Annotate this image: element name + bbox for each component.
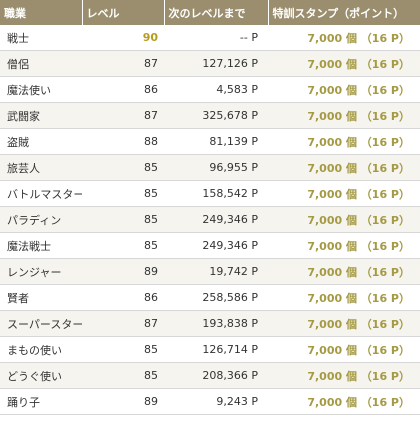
job-name-cell: どうぐ使い — [0, 362, 82, 389]
next-level-cell: 249,346 P — [164, 206, 268, 233]
next-level-cell: 81,139 P — [164, 128, 268, 155]
training-stamp-cell: 7,000 個 （16 P） — [268, 258, 420, 285]
table-row: 魔法戦士 85 249,346 P 7,000 個 （16 P） — [0, 232, 420, 259]
next-level-cell: 127,126 P — [164, 50, 268, 77]
table-row: レンジャー 89 19,742 P 7,000 個 （16 P） — [0, 258, 420, 285]
job-name-cell: バトルマスター — [0, 180, 82, 207]
next-level-cell: 258,586 P — [164, 284, 268, 311]
header-training-stamp: 特訓スタンプ（ポイント） — [268, 0, 420, 25]
next-level-cell: 126,714 P — [164, 336, 268, 363]
job-name-cell: 武闘家 — [0, 102, 82, 129]
header-level: レベル — [82, 0, 165, 25]
job-name-cell: パラディン — [0, 206, 82, 233]
level-cell: 85 — [82, 180, 164, 207]
level-cell: 85 — [82, 336, 164, 363]
job-name-cell: まもの使い — [0, 336, 82, 363]
job-name-cell: 賢者 — [0, 284, 82, 311]
training-stamp-cell: 7,000 個 （16 P） — [268, 25, 420, 51]
job-name-cell: 戦士 — [0, 25, 82, 51]
level-cell: 85 — [82, 154, 164, 181]
table-row: 魔法使い 86 4,583 P 7,000 個 （16 P） — [0, 76, 420, 103]
table-body: 戦士 90 -- P 7,000 個 （16 P） 僧侶 87 127,126 P 7,000… — [0, 25, 420, 415]
table-row: スーパースター 87 193,838 P 7,000 個 （16 P） — [0, 310, 420, 337]
next-level-cell: 249,346 P — [164, 232, 268, 259]
next-level-cell: -- P — [164, 25, 268, 51]
level-cell: 86 — [82, 76, 164, 103]
table-row: 賢者 86 258,586 P 7,000 個 （16 P） — [0, 284, 420, 311]
level-cell: 87 — [82, 50, 164, 77]
next-level-cell: 4,583 P — [164, 76, 268, 103]
job-name-cell: 魔法戦士 — [0, 232, 82, 259]
training-stamp-cell: 7,000 個 （16 P） — [268, 232, 420, 259]
job-name-cell: 盗賊 — [0, 128, 82, 155]
training-stamp-cell: 7,000 個 （16 P） — [268, 50, 420, 77]
table-row: どうぐ使い 85 208,366 P 7,000 個 （16 P） — [0, 362, 420, 389]
level-cell: 88 — [82, 128, 164, 155]
job-name-cell: 僧侶 — [0, 50, 82, 77]
table-row: 踊り子 89 9,243 P 7,000 個 （16 P） — [0, 388, 420, 415]
header-next-level: 次のレベルまで — [164, 0, 269, 25]
level-cell: 87 — [82, 102, 164, 129]
next-level-cell: 19,742 P — [164, 258, 268, 285]
job-name-cell: レンジャー — [0, 258, 82, 285]
next-level-cell: 9,243 P — [164, 388, 268, 415]
table-row: バトルマスター 85 158,542 P 7,000 個 （16 P） — [0, 180, 420, 207]
training-stamp-cell: 7,000 個 （16 P） — [268, 362, 420, 389]
level-cell: 85 — [82, 232, 164, 259]
table-row: 戦士 90 -- P 7,000 個 （16 P） — [0, 25, 420, 51]
training-stamp-cell: 7,000 個 （16 P） — [268, 128, 420, 155]
header-row: 職業 レベル 次のレベルまで 特訓スタンプ（ポイント） — [0, 0, 420, 25]
level-cell: 89 — [82, 388, 164, 415]
level-cell: 85 — [82, 362, 164, 389]
table-row: まもの使い 85 126,714 P 7,000 個 （16 P） — [0, 336, 420, 363]
table-row: 旅芸人 85 96,955 P 7,000 個 （16 P） — [0, 154, 420, 181]
job-name-cell: 旅芸人 — [0, 154, 82, 181]
level-cell: 90 — [82, 25, 164, 51]
next-level-cell: 325,678 P — [164, 102, 268, 129]
training-stamp-cell: 7,000 個 （16 P） — [268, 76, 420, 103]
level-cell: 87 — [82, 310, 164, 337]
next-level-cell: 158,542 P — [164, 180, 268, 207]
next-level-cell: 208,366 P — [164, 362, 268, 389]
job-name-cell: スーパースター — [0, 310, 82, 337]
header-job: 職業 — [0, 0, 83, 25]
level-cell: 89 — [82, 258, 164, 285]
job-name-cell: 魔法使い — [0, 76, 82, 103]
table-row: 盗賊 88 81,139 P 7,000 個 （16 P） — [0, 128, 420, 155]
training-stamp-cell: 7,000 個 （16 P） — [268, 310, 420, 337]
training-stamp-cell: 7,000 個 （16 P） — [268, 102, 420, 129]
next-level-cell: 193,838 P — [164, 310, 268, 337]
table-row: 武闘家 87 325,678 P 7,000 個 （16 P） — [0, 102, 420, 129]
training-stamp-cell: 7,000 個 （16 P） — [268, 336, 420, 363]
next-level-cell: 96,955 P — [164, 154, 268, 181]
training-stamp-cell: 7,000 個 （16 P） — [268, 284, 420, 311]
job-name-cell: 踊り子 — [0, 388, 82, 415]
level-cell: 86 — [82, 284, 164, 311]
table-header: 職業 レベル 次のレベルまで 特訓スタンプ（ポイント） — [0, 0, 420, 25]
training-stamp-cell: 7,000 個 （16 P） — [268, 206, 420, 233]
training-stamp-cell: 7,000 個 （16 P） — [268, 154, 420, 181]
table-row: 僧侶 87 127,126 P 7,000 個 （16 P） — [0, 50, 420, 77]
training-stamp-cell: 7,000 個 （16 P） — [268, 180, 420, 207]
job-level-table: 職業 レベル 次のレベルまで 特訓スタンプ（ポイント） 戦士 90 -- P 7,00… — [0, 0, 420, 415]
level-cell: 85 — [82, 206, 164, 233]
training-stamp-cell: 7,000 個 （16 P） — [268, 388, 420, 415]
table-row: パラディン 85 249,346 P 7,000 個 （16 P） — [0, 206, 420, 233]
